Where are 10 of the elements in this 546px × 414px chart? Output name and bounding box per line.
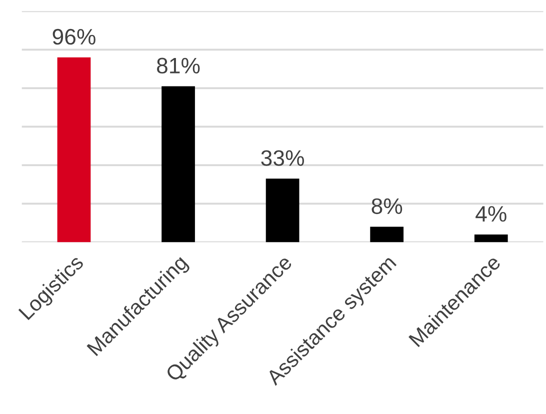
data-label: 81% xyxy=(156,58,200,74)
data-label: 8% xyxy=(372,198,402,214)
bar xyxy=(57,57,91,242)
bar xyxy=(162,86,195,242)
bar xyxy=(474,234,508,242)
data-label: 4% xyxy=(476,206,506,222)
data-label: 33% xyxy=(261,150,304,166)
bar xyxy=(370,226,404,242)
bar xyxy=(266,178,300,242)
data-label: 96% xyxy=(52,28,96,45)
